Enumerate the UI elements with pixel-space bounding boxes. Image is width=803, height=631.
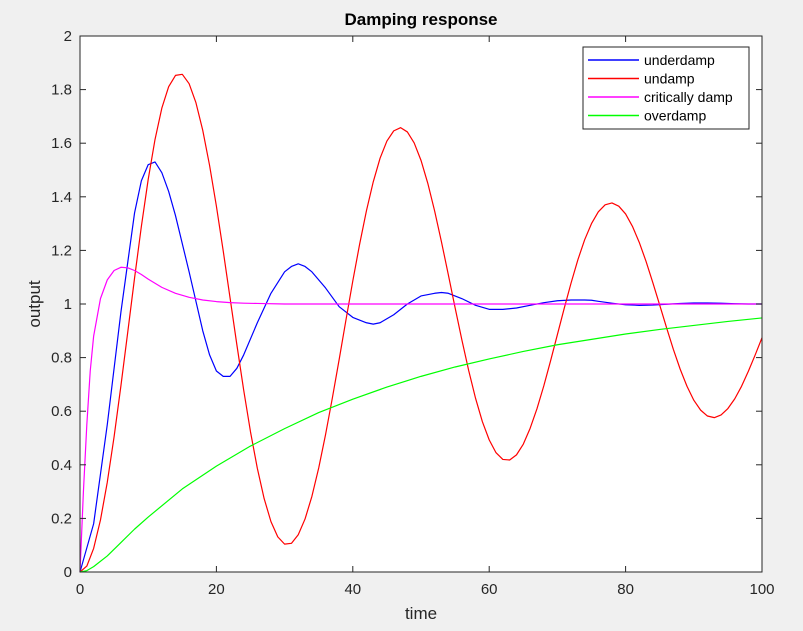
series-line-2 [79,266,762,573]
x-tick-label: 100 [749,581,774,598]
legend-label-2: critically damp [644,89,733,105]
y-tick-label: 1.2 [51,242,72,259]
series-line-1 [79,73,763,573]
series-line-3 [79,317,763,573]
x-tick-label: 0 [76,581,84,598]
series-layer [79,73,763,573]
x-tick-label: 80 [617,581,634,598]
y-tick-label: 0.6 [51,403,72,420]
x-tick-label: 60 [481,581,498,598]
legend-label-0: underdamp [644,52,715,68]
chart-title: Damping response [344,10,497,29]
y-tick-label: 2 [64,28,72,45]
x-tick-label: 40 [344,581,361,598]
legend: underdamp undamp critically damp overdamp [582,46,750,130]
y-tick-label: 0 [64,564,72,581]
legend-label-3: overdamp [644,108,706,124]
legend-label-1: undamp [644,71,695,87]
y-tick-label: 1 [64,296,72,313]
y-axis-title: output [25,280,44,328]
axes-layer: 0 20 40 60 80 100 0 0.2 0.4 0.6 0.8 1 1.2 1.4 1.6 1.8 2 [51,28,774,598]
y-tick-label: 0.2 [51,510,72,527]
x-axis-title: time [405,604,437,623]
y-tick-label: 0.4 [51,457,72,474]
y-tick-label: 1.4 [51,189,72,206]
y-tick-label: 1.8 [51,82,72,99]
y-tick-label: 0.8 [51,350,72,367]
x-tick-label: 20 [208,581,225,598]
y-tick-label: 1.6 [51,135,72,152]
